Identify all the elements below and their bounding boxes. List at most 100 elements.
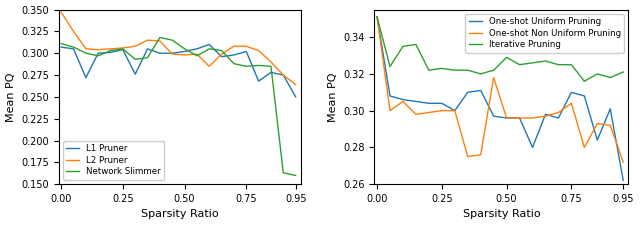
L2 Pruner bbox=[119, 47, 127, 49]
Iterative Pruning bbox=[425, 69, 433, 72]
Network Slimmer bbox=[205, 47, 213, 50]
One-shot Uniform Pruning bbox=[386, 94, 394, 97]
One-shot Non Uniform Pruning bbox=[438, 109, 445, 112]
L2 Pruner bbox=[156, 40, 164, 42]
L1 Pruner bbox=[180, 50, 188, 53]
Network Slimmer bbox=[255, 64, 262, 67]
One-shot Uniform Pruning bbox=[464, 91, 472, 94]
X-axis label: Sparsity Ratio: Sparsity Ratio bbox=[141, 209, 218, 219]
L1 Pruner bbox=[280, 74, 287, 76]
One-shot Non Uniform Pruning bbox=[451, 109, 459, 112]
Network Slimmer bbox=[243, 65, 250, 68]
X-axis label: Sparsity Ratio: Sparsity Ratio bbox=[463, 209, 540, 219]
Network Slimmer bbox=[292, 174, 300, 177]
Network Slimmer bbox=[131, 58, 139, 61]
One-shot Non Uniform Pruning bbox=[477, 153, 484, 156]
L1 Pruner bbox=[58, 46, 65, 48]
Iterative Pruning bbox=[568, 63, 575, 66]
One-shot Non Uniform Pruning bbox=[580, 146, 588, 149]
L2 Pruner bbox=[144, 39, 152, 41]
Network Slimmer bbox=[193, 54, 201, 57]
L1 Pruner bbox=[292, 95, 300, 98]
Iterative Pruning bbox=[490, 69, 497, 72]
L1 Pruner bbox=[267, 71, 275, 74]
One-shot Non Uniform Pruning bbox=[425, 111, 433, 114]
L1 Pruner bbox=[156, 52, 164, 54]
L2 Pruner bbox=[205, 65, 213, 68]
L2 Pruner bbox=[230, 45, 238, 47]
Y-axis label: Mean PQ: Mean PQ bbox=[6, 72, 15, 122]
One-shot Non Uniform Pruning bbox=[529, 117, 536, 119]
One-shot Uniform Pruning bbox=[373, 16, 381, 18]
Network Slimmer bbox=[156, 36, 164, 39]
L1 Pruner bbox=[94, 52, 102, 54]
One-shot Non Uniform Pruning bbox=[555, 111, 563, 114]
L2 Pruner bbox=[292, 83, 300, 86]
Iterative Pruning bbox=[593, 72, 601, 75]
L1 Pruner bbox=[255, 80, 262, 83]
Network Slimmer bbox=[70, 46, 77, 48]
One-shot Non Uniform Pruning bbox=[386, 109, 394, 112]
L1 Pruner bbox=[144, 47, 152, 50]
L1 Pruner bbox=[218, 55, 225, 58]
One-shot Non Uniform Pruning bbox=[541, 115, 549, 117]
Line: L2 Pruner: L2 Pruner bbox=[61, 12, 296, 85]
One-shot Non Uniform Pruning bbox=[399, 100, 407, 103]
L2 Pruner bbox=[243, 45, 250, 47]
One-shot Uniform Pruning bbox=[490, 115, 497, 117]
Line: L1 Pruner: L1 Pruner bbox=[61, 45, 296, 97]
One-shot Non Uniform Pruning bbox=[568, 102, 575, 105]
L2 Pruner bbox=[218, 53, 225, 55]
L1 Pruner bbox=[107, 51, 115, 54]
L2 Pruner bbox=[180, 54, 188, 56]
L2 Pruner bbox=[70, 30, 77, 33]
Iterative Pruning bbox=[464, 69, 472, 72]
Network Slimmer bbox=[144, 56, 152, 59]
Line: One-shot Uniform Pruning: One-shot Uniform Pruning bbox=[377, 17, 623, 180]
One-shot Uniform Pruning bbox=[516, 117, 524, 119]
One-shot Uniform Pruning bbox=[568, 91, 575, 94]
L2 Pruner bbox=[255, 49, 262, 52]
One-shot Non Uniform Pruning bbox=[516, 117, 524, 119]
L1 Pruner bbox=[205, 43, 213, 46]
L1 Pruner bbox=[193, 47, 201, 50]
One-shot Uniform Pruning bbox=[593, 139, 601, 141]
Iterative Pruning bbox=[620, 71, 627, 73]
One-shot Uniform Pruning bbox=[607, 108, 614, 110]
L2 Pruner bbox=[267, 61, 275, 63]
Iterative Pruning bbox=[399, 45, 407, 48]
Iterative Pruning bbox=[529, 61, 536, 64]
Y-axis label: Mean PQ: Mean PQ bbox=[328, 72, 338, 122]
One-shot Non Uniform Pruning bbox=[490, 76, 497, 79]
One-shot Non Uniform Pruning bbox=[607, 124, 614, 127]
Iterative Pruning bbox=[580, 80, 588, 83]
One-shot Uniform Pruning bbox=[503, 117, 511, 119]
Line: Iterative Pruning: Iterative Pruning bbox=[377, 17, 623, 81]
L2 Pruner bbox=[82, 47, 90, 50]
Legend: L1 Pruner, L2 Pruner, Network Slimmer: L1 Pruner, L2 Pruner, Network Slimmer bbox=[63, 141, 164, 180]
One-shot Non Uniform Pruning bbox=[373, 16, 381, 18]
One-shot Uniform Pruning bbox=[399, 98, 407, 101]
L2 Pruner bbox=[280, 74, 287, 76]
Iterative Pruning bbox=[477, 72, 484, 75]
L1 Pruner bbox=[119, 48, 127, 51]
Line: One-shot Non Uniform Pruning: One-shot Non Uniform Pruning bbox=[377, 17, 623, 162]
Iterative Pruning bbox=[451, 69, 459, 72]
L1 Pruner bbox=[243, 50, 250, 53]
Iterative Pruning bbox=[438, 67, 445, 70]
Iterative Pruning bbox=[503, 56, 511, 59]
One-shot Non Uniform Pruning bbox=[593, 122, 601, 125]
One-shot Uniform Pruning bbox=[580, 94, 588, 97]
One-shot Uniform Pruning bbox=[555, 117, 563, 119]
Iterative Pruning bbox=[412, 43, 420, 46]
One-shot Non Uniform Pruning bbox=[620, 161, 627, 163]
Network Slimmer bbox=[230, 62, 238, 65]
Iterative Pruning bbox=[386, 65, 394, 68]
One-shot Uniform Pruning bbox=[412, 100, 420, 103]
L2 Pruner bbox=[168, 53, 176, 55]
Iterative Pruning bbox=[607, 76, 614, 79]
Network Slimmer bbox=[82, 52, 90, 54]
One-shot Non Uniform Pruning bbox=[464, 155, 472, 158]
L1 Pruner bbox=[168, 52, 176, 54]
Network Slimmer bbox=[168, 39, 176, 41]
